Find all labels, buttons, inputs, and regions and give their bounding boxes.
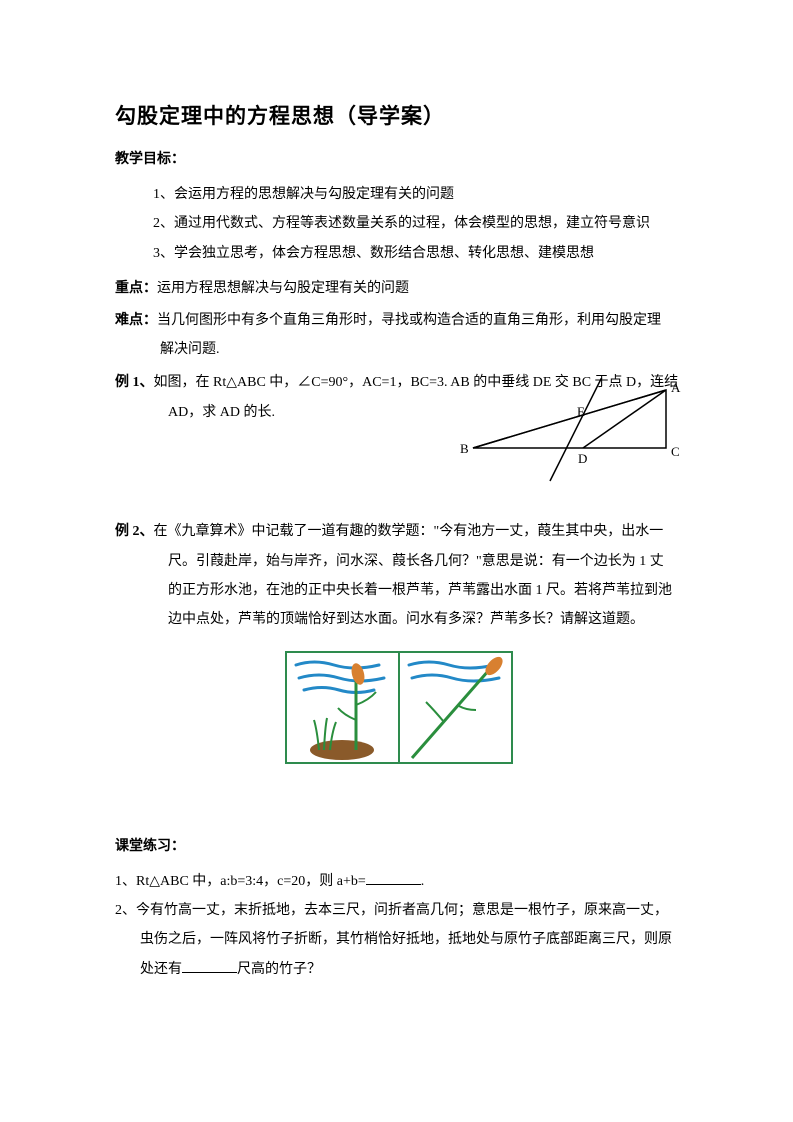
diff-text-2: 解决问题.	[160, 335, 220, 364]
key-label: 重点：	[115, 274, 157, 303]
ex1-text-2: AD，求 AD 的长.	[168, 398, 275, 427]
label-b: B	[460, 441, 469, 456]
ex2-text-3: 的正方形水池，在池的正中央长着一根芦苇，芦苇露出水面 1 尺。若将芦苇拉到池	[168, 576, 672, 605]
label-a: A	[671, 380, 681, 395]
goal-1: 1、会运用方程的思想解决与勾股定理有关的问题	[115, 180, 683, 209]
ex1-label: 例 1、	[115, 368, 154, 397]
ex2-text-4: 边中点处，芦苇的顶端恰好到达水面。问水有多深？芦苇多长？请解这道题。	[168, 605, 644, 634]
goal-3: 3、学会独立思考，体会方程思想、数形结合思想、转化思想、建模思想	[115, 239, 683, 268]
goal-label: 教学目标：	[115, 148, 683, 168]
practice-2-line3: 处还有 尺高的竹子？	[115, 955, 683, 984]
practice-2-line1: 2、今有竹高一丈，末折抵地，去本三尺，问折者高几何；意思是一根竹子，原来高一丈，	[115, 896, 683, 925]
label-e: E	[577, 404, 585, 419]
ex2-text-1: 在《九章算术》中记载了一道有趣的数学题："今有池方一丈，葭生其中央，出水一	[154, 517, 684, 546]
pond-illustration	[284, 650, 514, 765]
blank-1[interactable]	[366, 870, 421, 885]
blank-2[interactable]	[182, 958, 237, 973]
p1-text-a: 1、Rt△ABC 中，a:b=3:4，c=20，则 a+b=	[115, 874, 366, 889]
ex2-text-2: 尺。引葭赴岸，始与岸齐，问水深、葭长各几何？"意思是说：有一个边长为 1 丈	[168, 547, 664, 576]
label-d: D	[578, 451, 587, 466]
practice-2-line2: 虫伤之后，一阵风将竹子折断，其竹梢恰好抵地，抵地处与原竹子底部距离三尺，则原	[115, 925, 683, 954]
diff-text-1: 当几何图形中有多个直角三角形时，寻找或构造合适的直角三角形，利用勾股定理	[157, 306, 683, 335]
diff-label: 难点：	[115, 306, 157, 335]
label-c: C	[671, 444, 680, 459]
p2-3a: 处还有	[140, 962, 182, 977]
p2-3b: 尺高的竹子？	[237, 962, 321, 977]
page-title: 勾股定理中的方程思想（导学案）	[115, 100, 683, 130]
ex2-label: 例 2、	[115, 517, 154, 546]
p1-text-b: .	[421, 874, 425, 889]
triangle-diagram: A B C D E	[458, 378, 693, 488]
practice-label: 课堂练习：	[115, 835, 683, 855]
key-text: 运用方程思想解决与勾股定理有关的问题	[157, 274, 683, 303]
goal-2: 2、通过用代数式、方程等表述数量关系的过程，体会模型的思想，建立符号意识	[115, 209, 683, 238]
practice-1: 1、Rt△ABC 中，a:b=3:4，c=20，则 a+b=.	[115, 867, 683, 896]
